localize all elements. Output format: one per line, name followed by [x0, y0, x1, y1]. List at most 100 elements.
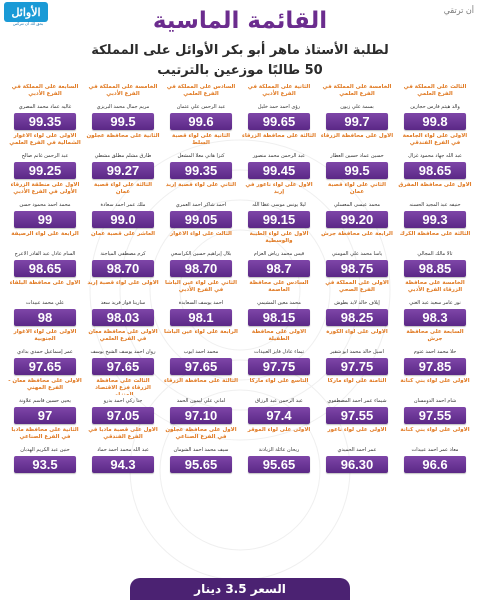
student-card: الرابعة على محافظة جرش ياسا محمد علي المو…: [318, 231, 396, 280]
student-name: معاذ عمر أحمد عبيدات: [411, 446, 459, 453]
student-rank-description: الثانية على محافظة مادبا في الفرع الصناع…: [11, 427, 79, 440]
student-name: شيماء عمر أحمد المصطفوي: [327, 397, 387, 404]
page-subtitle: لطلبة الأستاذ ماهر أبو بكر الأوائل على ا…: [91, 43, 389, 58]
student-card: الثالث على لواء الأغوار بلال إبراهيم حسين…: [162, 231, 240, 280]
student-score-badge: 98.1: [170, 309, 232, 326]
student-card: الثانية على محافظة مادبا في الفرع الصناع…: [6, 427, 84, 476]
student-card: الثالث على المملكة في الفرع العلمي والد ه…: [396, 84, 474, 133]
student-rank-description: السادس على محافظة العاصمة: [249, 280, 309, 293]
student-rank-description: الثاني على لواء عين الباشا في الفرع الأد…: [164, 280, 237, 293]
student-name: محمد أحمد محمود حسن: [19, 201, 71, 208]
students-grid: الثالث على المملكة في الفرع العلمي والد ه…: [6, 84, 474, 574]
student-score-badge: 97.10: [170, 407, 232, 424]
student-card: الثالثة على محافظة الكرك تالا مالك المجال…: [396, 231, 474, 280]
student-card: الخامسة على المملكة في الفرع الأدبي مريم …: [84, 84, 162, 133]
student-score-badge: 99.5: [92, 113, 154, 130]
price-banner: السعر 3.5 دينار: [130, 578, 350, 600]
student-rank-description: السابعة على محافظة جرش: [406, 329, 464, 342]
student-score-badge: 96.30: [326, 456, 388, 473]
student-score-badge: 97: [14, 407, 76, 424]
student-name: علي محمد عبيدات: [25, 299, 65, 306]
student-rank-description: الأولى على لواء ناعور: [327, 427, 387, 433]
student-card: الأولى على لواء الجامعة في الفرع الفندقي…: [396, 133, 474, 182]
student-card: الأولى على لواء الموقر ريحان عائلة الزياد…: [240, 427, 318, 476]
student-rank-description: الخامسة على المملكة في الفرع العلمي: [322, 84, 392, 97]
student-score-badge: 95.65: [248, 456, 310, 473]
student-name: أماني علي ليمون الحمد: [176, 397, 226, 404]
student-card: الخامسة على محافظة الزرقاء الفرع الأدبي ن…: [396, 280, 474, 329]
student-name: السام عادل عبد القادر الاعرج: [14, 250, 76, 257]
student-name: بلال إبراهيم حسين الكراسعي: [170, 250, 232, 257]
student-rank-description: الخامسة على المملكة في الفرع الأدبي: [88, 84, 158, 97]
student-score-badge: 99.25: [14, 162, 76, 179]
student-rank-description: الثانية على محافظة عجلون: [86, 133, 160, 139]
student-name: غاليه عماد محمد المصري: [18, 103, 72, 110]
student-card: الأول على محافظة عجلون في الفرع الصناعي س…: [162, 427, 240, 476]
student-rank-description: الأولى على محافظة الطفيلة: [251, 329, 307, 342]
student-name: عبد الله جهاد محمود غزال: [408, 152, 462, 159]
student-rank-description: الأولى على لواء الموقر: [247, 427, 311, 433]
student-name: ليلا يونس موسى عطا الله: [252, 201, 306, 208]
student-name: ملك عمر أحمد سعادة: [100, 201, 146, 208]
student-score-badge: 98.3: [404, 309, 466, 326]
student-rank-description: الأولى على لواء الأغوار الشمالية في الفر…: [9, 133, 81, 146]
student-rank-description: الثامنة على لواء ماركا: [327, 378, 387, 384]
student-name: عبد الله محمد أحمد حماد: [97, 446, 149, 453]
student-card: الثانية على محافظة عجلون طارق مشلم مطلق م…: [84, 133, 162, 182]
student-name: محمد معين المشيمي: [257, 299, 301, 306]
student-card: السابعة على محافظة جرش حلا محمد أحمد عتوم…: [396, 329, 474, 378]
student-name: جنا زكي أحمد بدرو: [103, 397, 143, 404]
page-title: القائمة الماسية: [152, 8, 328, 34]
student-score-badge: 99.3: [404, 211, 466, 228]
student-score-badge: 98: [14, 309, 76, 326]
student-card: الأول على محافظة البلقاء علي محمد عبيدات 9…: [6, 280, 84, 329]
student-card: الخامسة على المملكة في الفرع العلمي بسمة …: [318, 84, 396, 133]
student-rank-description: الأولى على محافظة معان في الفرع العلمي: [88, 329, 158, 342]
student-name: محمد أحمد أيوب: [183, 348, 219, 355]
student-card: الثالثة على محافظة الزرقاء عبد الرحمن محم…: [240, 133, 318, 182]
student-card: التاسع على لواء ماركا عبد الرحمن عبد الرز…: [240, 378, 318, 427]
student-name: تالا مالك المجالي: [417, 250, 453, 257]
student-rank-description: السابعة على المملكة في الفرع الأدبي: [11, 84, 79, 97]
brand-tagline: بحق لك أن تتركني: [12, 21, 44, 26]
student-rank-description: الأولى على لواء بني كنانة: [400, 378, 470, 384]
student-name: حنيفه عبد المجيد الحسنه: [409, 201, 461, 208]
student-name: أحمد يوسف السعايدة: [178, 299, 224, 306]
student-card: الأولى على لواء الكورة أسيل خالد محمد أبو…: [318, 329, 396, 378]
student-name: روان أحمد يوسف الشيخ يوسف: [90, 348, 156, 355]
student-score-badge: 99.7: [326, 113, 388, 130]
student-rank-description: الأولى على لواء الأغوار الجنوبية: [13, 329, 77, 342]
student-name: يحيى حسين قاسم علاونة: [19, 397, 71, 404]
student-score-badge: 99.05: [170, 211, 232, 228]
student-name: عبد الرحمن عبد الرزاق: [255, 397, 303, 404]
student-rank-description: السادس على المملكة في الفرع العلمي: [166, 84, 236, 97]
student-name: نور عامر سعيد عبد الغني: [409, 299, 461, 306]
student-name: عبد الرحمن غانم صالح: [21, 152, 69, 159]
student-name: حنين عبد الكريم الهدبان: [20, 446, 70, 453]
student-card: الأول على قصبة مأدبا في الفرع الفندقي عبد…: [84, 427, 162, 476]
student-name: حلا محمد أحمد عتوم: [413, 348, 457, 355]
student-rank-description: الثالث على محافظة الزرقاء فرع الاقتصاد ا…: [95, 378, 151, 395]
student-score-badge: 98.75: [326, 260, 388, 277]
student-name: عمر أحمد الحميدي: [337, 446, 377, 453]
student-card: العاشر على قصبة عمان كرم مصطفى المياجنة 98…: [84, 231, 162, 280]
student-card: الأول على منطقة الزرقاء الأولى في الفرع …: [6, 182, 84, 231]
student-rank-description: الأول على منطقة الزرقاء الأولى في الفرع …: [10, 182, 80, 195]
student-card: الأولى على لواء الأغوار الشمالية في الفر…: [6, 133, 84, 182]
student-score-badge: 97.75: [326, 358, 388, 375]
student-name: طارق مشلم مطلق مشطي: [94, 152, 152, 159]
student-score-badge: 99.0: [92, 211, 154, 228]
student-rank-description: الأول على لواء ناعور في إربد: [245, 182, 313, 195]
student-score-badge: 98.03: [92, 309, 154, 326]
student-score-badge: 97.55: [404, 407, 466, 424]
student-score-badge: 99.15: [248, 211, 310, 228]
student-rank-description: الأول على محافظة الزرقاء: [320, 133, 394, 139]
student-name: قيس محمد رياض العزام: [253, 250, 305, 257]
student-name: عبد الرحمن علي عثمان: [176, 103, 226, 110]
student-score-badge: 99.45: [248, 162, 310, 179]
student-score-badge: 99.6: [170, 113, 232, 130]
student-rank-description: الأول على لواء الطيبة والوسطية: [249, 231, 309, 244]
student-card: الثاني على لواء قصبة إربد أحمد شاكر أحمد …: [162, 182, 240, 231]
student-card: الأولى على المملكة في الفرع الصحي إيلاف خ…: [318, 280, 396, 329]
student-card: السادس على المملكة في الفرع العلمي عبد ال…: [162, 84, 240, 133]
